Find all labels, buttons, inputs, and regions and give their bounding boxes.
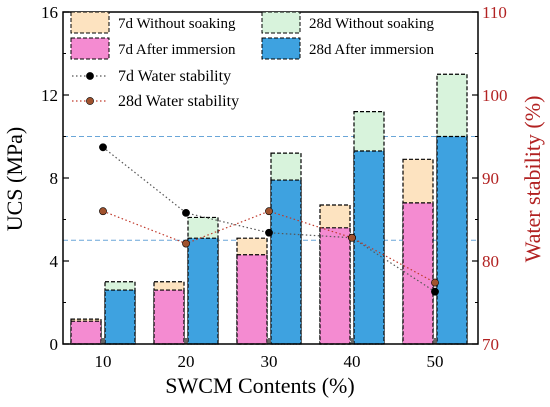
legend-swatch [70,11,110,34]
y2-axis-title: Water stability (%) [520,96,545,263]
legend-label: 7d Water stability [118,68,231,85]
y2-tick-label: 110 [482,3,507,22]
line-point [431,278,439,287]
bar [236,254,268,345]
y2-tick-label: 70 [482,335,499,354]
water-stability-lines [99,143,439,296]
line-point [182,208,190,217]
legend-label: 7d Without soaking [118,16,236,32]
line-point [99,207,107,216]
bar [104,289,136,345]
series-line [102,146,436,293]
line-point [265,228,273,237]
y-tick-label: 16 [41,3,58,22]
line-point [265,207,273,216]
line-point [182,239,190,248]
y2-tick-label: 90 [482,169,499,188]
legend: 7d Without soaking 28d Without soaking 7d … [70,11,434,110]
legend-label: 28d After immersion [309,42,434,58]
bar [319,227,351,345]
series-line [102,210,436,284]
bar [436,135,468,345]
legend-label: 28d Water stability [118,93,239,110]
y-tick-label: 4 [50,252,59,271]
bar [187,237,219,345]
legend-label: 7d After immersion [118,42,236,58]
bar [270,179,302,345]
bar [70,320,102,345]
y-tick-label: 0 [50,335,59,354]
legend-marker [86,97,94,105]
x-tick-label: 10 [95,352,112,371]
legend-swatch [261,37,301,60]
bar [153,289,185,345]
y2-tick-label: 100 [482,86,508,105]
y-tick-label: 8 [50,169,59,188]
axes: 0 4 8 12 16 70 80 90 100 110 10 20 30 40 50 [41,3,508,371]
line-point [99,143,107,152]
x-tick-label: 40 [344,352,361,371]
legend-swatch [261,11,301,34]
line-point [348,233,356,242]
y2-tick-label: 80 [482,252,499,271]
x-tick-label: 20 [178,352,195,371]
legend-label: 28d Without soaking [309,16,434,32]
x-tick-label: 50 [427,352,444,371]
y-axis-title: UCS (MPa) [2,127,27,232]
x-axis-title: SWCM Contents (%) [165,373,354,398]
legend-marker [86,72,94,80]
line-point [431,287,439,296]
legend-swatch [70,37,110,60]
y-tick-label: 12 [41,86,58,105]
bars [70,73,468,345]
x-tick-label: 30 [261,352,278,371]
